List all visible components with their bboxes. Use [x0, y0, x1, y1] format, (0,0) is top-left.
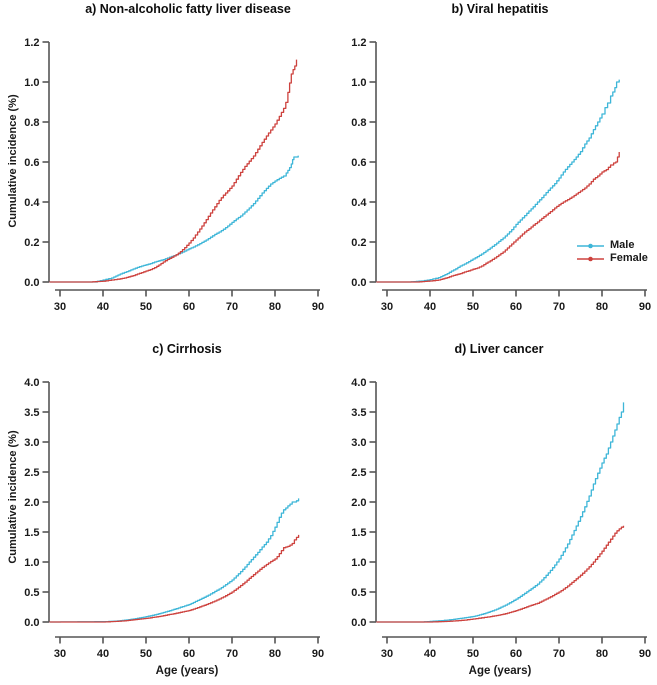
x-tick-label: 60 — [510, 648, 522, 660]
x-tick-label: 80 — [596, 648, 608, 660]
male-curve — [376, 402, 625, 623]
y-tick-label: 0.6 — [24, 157, 39, 169]
y-tick-label: 3.0 — [351, 437, 366, 449]
y-tick-label: 2.0 — [24, 497, 39, 509]
y-tick-label: 1.0 — [24, 77, 39, 89]
x-tick-label: 40 — [424, 301, 436, 313]
x-tick-label: 40 — [97, 648, 109, 660]
legend-label-female: Female — [610, 252, 648, 264]
female-legend-marker — [577, 256, 604, 261]
x-axis-title-panel-d: Age (years) — [468, 665, 532, 677]
x-tick-label: 30 — [381, 648, 393, 660]
legend-label-male: Male — [610, 239, 635, 251]
y-tick-label: 1.5 — [351, 527, 366, 539]
y-tick-label: 1.0 — [351, 557, 366, 569]
y-axis-title-bottom: Cumulative incidence (%) — [7, 430, 19, 564]
x-tick-label: 70 — [226, 648, 238, 660]
x-tick-label: 30 — [54, 301, 66, 313]
x-tick-label: 60 — [510, 301, 522, 313]
y-tick-label: 1.5 — [24, 527, 39, 539]
y-tick-label: 4.0 — [24, 377, 39, 389]
y-tick-label: 0.8 — [24, 117, 39, 129]
x-tick-label: 50 — [140, 301, 152, 313]
panel-d-liver-cancer-chart: 0.0 0.5 1.0 1.5 2.0 2.5 3.0 3.5 4.0 30 40 50 60 70 80 9… — [351, 377, 651, 660]
y-tick-label: 0.8 — [351, 117, 366, 129]
y-tick-label: 3.0 — [24, 437, 39, 449]
y-tick-label: 2.5 — [351, 467, 366, 479]
x-tick-label: 90 — [312, 648, 324, 660]
y-tick-label: 0.4 — [24, 197, 40, 209]
y-tick-label: 0.0 — [24, 617, 39, 629]
x-tick-label: 50 — [140, 648, 152, 660]
x-tick-label: 60 — [183, 648, 195, 660]
x-tick-label: 50 — [467, 648, 479, 660]
y-axis-title-top: Cumulative incidence (%) — [7, 94, 19, 228]
x-tick-label: 70 — [226, 301, 238, 313]
y-tick-label: 0.5 — [24, 587, 39, 599]
x-axis-title-panel-c: Age (years) — [155, 665, 219, 677]
legend: Male Female — [577, 239, 648, 265]
female-curve — [376, 152, 620, 283]
x-tick-label: 80 — [269, 648, 281, 660]
y-tick-label: 0.0 — [351, 277, 366, 289]
x-tick-label: 90 — [639, 648, 651, 660]
female-curve — [49, 59, 298, 283]
x-tick-label: 40 — [97, 301, 109, 313]
x-tick-label: 50 — [467, 301, 479, 313]
y-tick-label: 0.2 — [24, 237, 39, 249]
y-tick-label: 1.0 — [24, 557, 39, 569]
x-tick-label: 90 — [639, 301, 651, 313]
female-curve — [376, 525, 625, 623]
y-tick-label: 0.6 — [351, 157, 366, 169]
panel-b-viral-hepatitis-chart: 0.0 0.2 0.4 0.6 0.8 1.0 1.2 30 40 50 60 70 80 90 — [351, 37, 651, 313]
y-tick-label: 1.2 — [351, 37, 366, 49]
x-tick-label: 70 — [553, 648, 565, 660]
x-tick-label: 30 — [54, 648, 66, 660]
male-legend-marker — [577, 243, 604, 248]
panel-c-cirrhosis-chart: 0.0 0.5 1.0 1.5 2.0 2.5 3.0 3.5 4.0 30 40 50 60 70 80 9… — [24, 377, 324, 660]
panel-a-title: a) Non-alcoholic fatty liver disease — [85, 2, 291, 16]
x-tick-label: 80 — [269, 301, 281, 313]
x-tick-label: 40 — [424, 648, 436, 660]
legend-item-female: Female — [577, 252, 648, 265]
panel-a-nafld-chart: 0.0 0.2 0.4 0.6 0.8 1.0 1.2 30 40 50 60 70 80 90 — [24, 37, 324, 313]
male-legend-dot — [588, 243, 593, 248]
y-tick-label: 3.5 — [351, 407, 366, 419]
panel-b-title: b) Viral hepatitis — [451, 2, 549, 16]
x-tick-label: 60 — [183, 301, 195, 313]
female-curve — [49, 534, 300, 623]
y-tick-label: 4.0 — [351, 377, 366, 389]
y-tick-label: 2.0 — [351, 497, 366, 509]
y-tick-label: 1.0 — [351, 77, 366, 89]
y-tick-label: 0.0 — [24, 277, 39, 289]
y-tick-label: 0.0 — [351, 617, 366, 629]
male-curve — [376, 79, 620, 283]
male-curve — [49, 155, 299, 283]
y-tick-label: 0.4 — [351, 197, 367, 209]
x-tick-label: 80 — [596, 301, 608, 313]
y-tick-label: 3.5 — [24, 407, 39, 419]
y-tick-label: 0.2 — [351, 237, 366, 249]
male-curve — [49, 498, 300, 623]
y-tick-label: 2.5 — [24, 467, 39, 479]
panel-d-title: d) Liver cancer — [454, 342, 544, 356]
female-legend-dot — [588, 256, 593, 261]
x-tick-label: 70 — [553, 301, 565, 313]
y-tick-label: 0.5 — [351, 587, 366, 599]
x-tick-label: 30 — [381, 301, 393, 313]
legend-item-male: Male — [577, 239, 648, 252]
x-tick-label: 90 — [312, 301, 324, 313]
y-tick-label: 1.2 — [24, 37, 39, 49]
panel-c-title: c) Cirrhosis — [152, 342, 222, 356]
